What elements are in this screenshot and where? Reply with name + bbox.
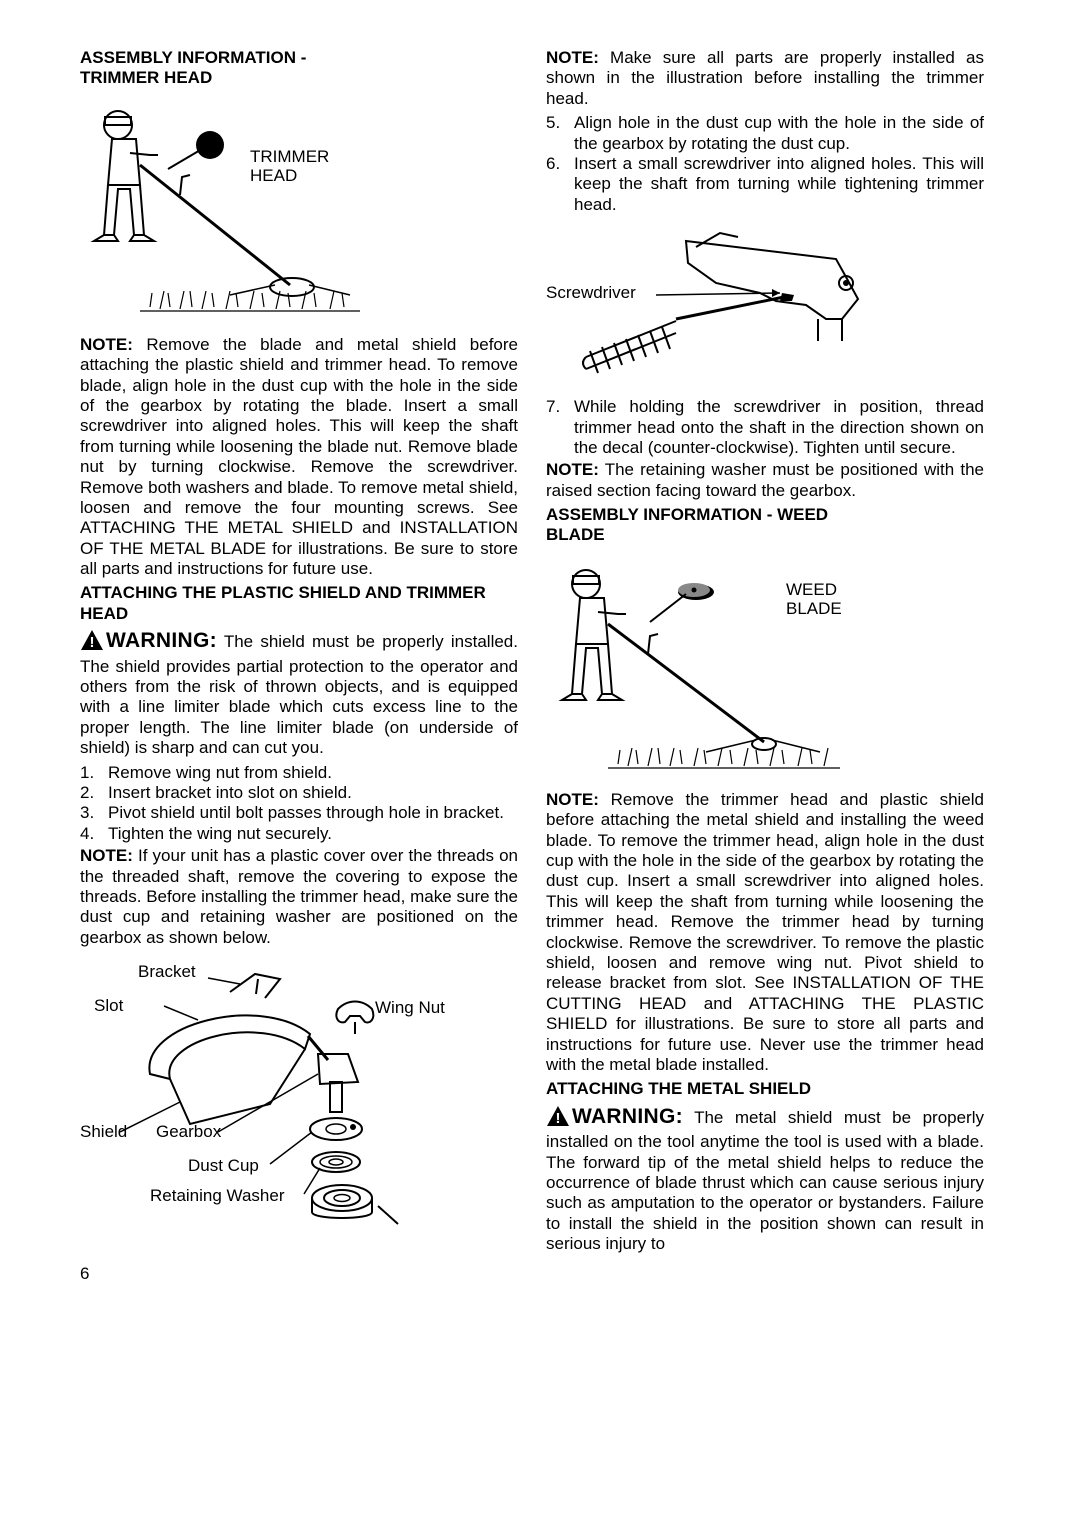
step-num: 5. — [546, 113, 574, 154]
section-head-assembly-trimmer: ASSEMBLY INFORMATION - TRIMMER HEAD — [80, 48, 518, 89]
step-text: Align hole in the dust cup with the hole… — [574, 113, 984, 154]
note-body: Remove the trimmer head and plastic shie… — [546, 790, 984, 1074]
step-text: Insert a small screwdriver into aligned … — [574, 154, 984, 215]
warning-body: The metal shield must be properly instal… — [546, 1108, 984, 1253]
step-text: Remove wing nut from shield. — [108, 763, 518, 783]
warning-triangle-icon: ! — [546, 1105, 570, 1132]
list-item: 4.Tighten the wing nut securely. — [80, 824, 518, 844]
warning-shield: ! WARNING: The shield must be properly i… — [80, 628, 518, 758]
steps-align-hole: 5.Align hole in the dust cup with the ho… — [546, 113, 984, 215]
note-lead: NOTE: — [80, 335, 133, 354]
figure-gearbox-assembly: Bracket Slot Wing Nut Shield Gearbox Dus… — [80, 954, 518, 1234]
note-lead: NOTE: — [546, 48, 599, 67]
fig-label-weed-blade: WEED BLADE — [786, 580, 842, 619]
svg-text:!: ! — [556, 1110, 561, 1127]
list-item: 6.Insert a small screwdriver into aligne… — [546, 154, 984, 215]
right-column: NOTE: Make sure all parts are properly i… — [546, 48, 984, 1258]
step-num: 6. — [546, 154, 574, 215]
list-item: 7.While holding the screwdriver in posit… — [546, 397, 984, 458]
fig-label-dustcup: Dust Cup — [188, 1156, 259, 1176]
step-num: 2. — [80, 783, 108, 803]
step-text: Pivot shield until bolt passes through h… — [108, 803, 518, 823]
figure-screwdriver: Screwdriver — [546, 223, 984, 383]
note-remove-blade: NOTE: Remove the blade and metal shield … — [80, 335, 518, 580]
section-head-attach-metal: ATTACHING THE METAL SHIELD — [546, 1079, 984, 1099]
page-number: 6 — [80, 1264, 1000, 1284]
step-text: Insert bracket into slot on shield. — [108, 783, 518, 803]
fig-label-slot: Slot — [94, 996, 123, 1016]
figure-trimmer-head: TRIMMER HEAD — [80, 95, 518, 325]
fig-label-trimmer-head: TRIMMER HEAD — [250, 147, 329, 186]
note-plastic-cover: NOTE: If your unit has a plastic cover o… — [80, 846, 518, 948]
h1-line2: TRIMMER HEAD — [80, 68, 212, 87]
note-retaining-washer: NOTE: The retaining washer must be posit… — [546, 460, 984, 501]
step-text: While holding the screwdriver in positio… — [574, 397, 984, 458]
note-lead: NOTE: — [546, 790, 599, 809]
fig-label-shield: Shield — [80, 1122, 127, 1142]
warning-word: WARNING: — [106, 629, 217, 652]
step-text: Tighten the wing nut securely. — [108, 824, 518, 844]
svg-text:!: ! — [90, 634, 95, 651]
h1-line1: ASSEMBLY INFORMATION - — [80, 48, 306, 67]
fig-label-retainer: Retaining Washer — [150, 1186, 285, 1206]
note-body: If your unit has a plastic cover over th… — [80, 846, 518, 947]
step-num: 3. — [80, 803, 108, 823]
note-remove-trimmer-head: NOTE: Remove the trimmer head and plasti… — [546, 790, 984, 1075]
list-item: 5.Align hole in the dust cup with the ho… — [546, 113, 984, 154]
h3-line1: ASSEMBLY INFORMATION - WEED — [546, 505, 828, 524]
fig-label-gearbox: Gearbox — [156, 1122, 221, 1142]
steps-attach-shield: 1.Remove wing nut from shield. 2.Insert … — [80, 763, 518, 845]
list-item: 1.Remove wing nut from shield. — [80, 763, 518, 783]
step-num: 1. — [80, 763, 108, 783]
section-head-attach-plastic: ATTACHING THE PLASTIC SHIELD AND TRIMMER… — [80, 583, 518, 624]
steps-thread-head: 7.While holding the screwdriver in posit… — [546, 397, 984, 458]
list-item: 3.Pivot shield until bolt passes through… — [80, 803, 518, 823]
h3-line2: BLADE — [546, 525, 605, 544]
warning-word: WARNING: — [572, 1105, 683, 1128]
note-body: The retaining washer must be positioned … — [546, 460, 984, 499]
left-column: ASSEMBLY INFORMATION - TRIMMER HEAD — [80, 48, 518, 1258]
note-body: Make sure all parts are properly install… — [546, 48, 984, 108]
warning-metal-shield: ! WARNING: The metal shield must be prop… — [546, 1104, 984, 1255]
fig-label-screwdriver: Screwdriver — [546, 283, 636, 303]
note-lead: NOTE: — [80, 846, 133, 865]
note-install-parts: NOTE: Make sure all parts are properly i… — [546, 48, 984, 109]
note-lead: NOTE: — [546, 460, 599, 479]
step-num: 7. — [546, 397, 574, 458]
fig-label-wingnut: Wing Nut — [375, 998, 445, 1018]
fig-label-bracket: Bracket — [138, 962, 196, 982]
list-item: 2.Insert bracket into slot on shield. — [80, 783, 518, 803]
step-num: 4. — [80, 824, 108, 844]
section-head-assembly-weed: ASSEMBLY INFORMATION - WEED BLADE — [546, 505, 984, 546]
note-body: Remove the blade and metal shield before… — [80, 335, 518, 578]
figure-weed-blade: WEED BLADE — [546, 552, 984, 780]
warning-triangle-icon: ! — [80, 629, 104, 656]
